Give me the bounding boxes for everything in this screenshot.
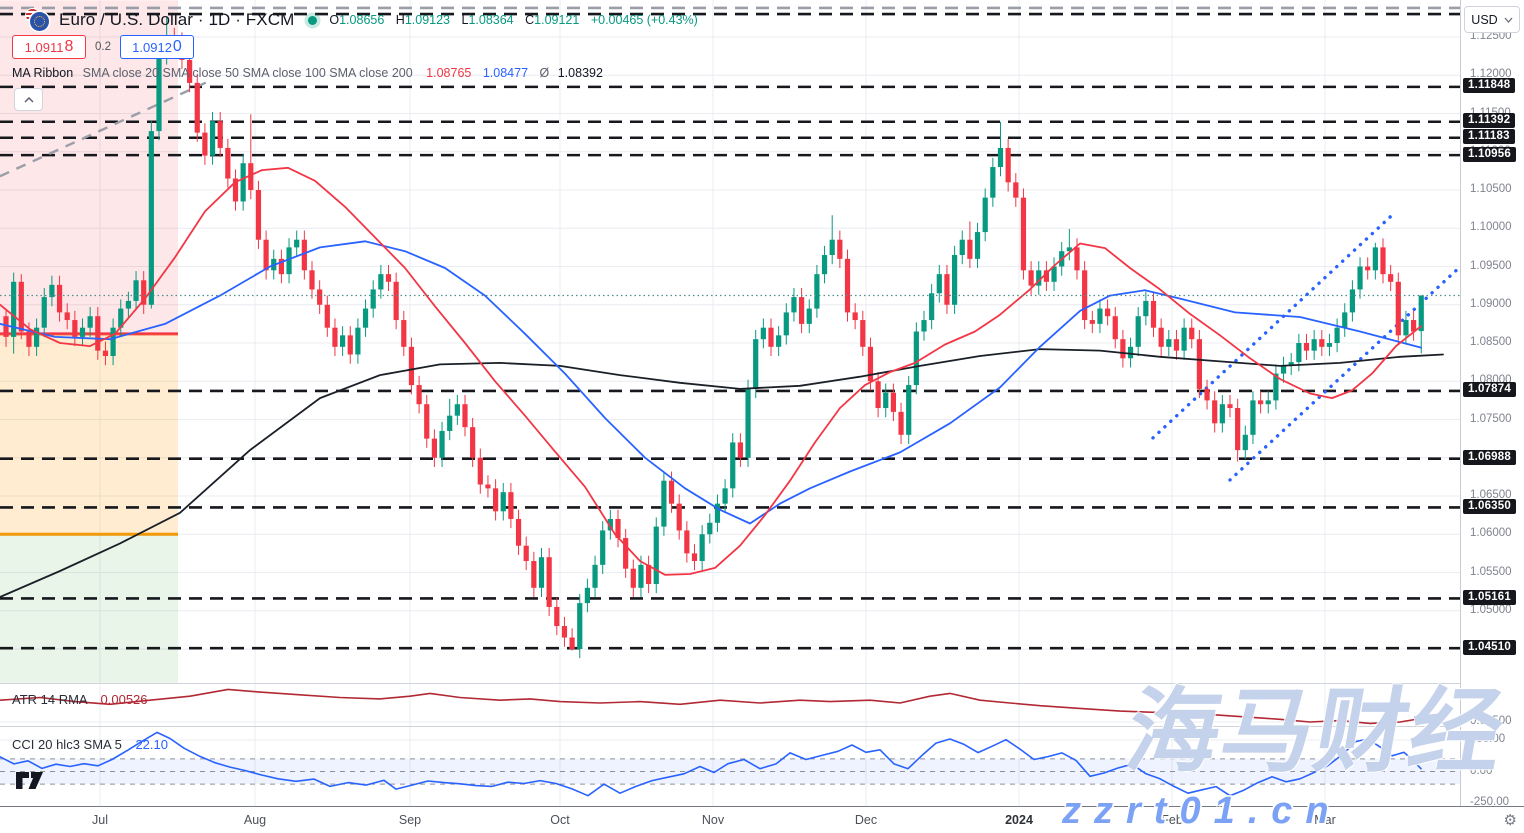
price-axis-label: 1.06500 [1470,489,1512,501]
open-value: 1.08656 [339,13,385,27]
cci-label: CCI 20 hlc3 SMA 5 [12,737,122,752]
time-axis[interactable]: ⚙ Jul Aug Sep Oct Nov Dec 2024 Feb Mar [0,806,1524,833]
time-axis-label: Aug [243,813,267,827]
price-axis-label: 1.08500 [1470,336,1512,348]
gear-icon[interactable]: ⚙ [1503,812,1517,829]
price-level-badge[interactable]: 1.06988 [1463,450,1516,466]
high-label: H [395,13,405,27]
average-symbol: Ø [539,66,550,80]
currency-label: USD [1471,12,1498,27]
collapse-legend-button[interactable] [14,88,43,111]
price-axis-label: 1.05000 [1470,603,1512,616]
close-label: C [525,13,535,27]
atr-value: 0.00526 [100,692,148,707]
price-axis-label: 1.12000 [1470,68,1512,81]
price-axis[interactable]: 1.125001.120001.115001.110001.105001.100… [1460,0,1524,808]
price-level-badge[interactable]: 1.11183 [1463,129,1515,145]
symbol-title[interactable]: Euro / U.S. Dollar · 1D · FXCM [59,10,295,29]
price-level-badge[interactable]: 1.10956 [1463,146,1516,162]
chevron-up-icon [23,96,34,103]
time-axis-label: Dec [854,813,878,827]
cci-value: 22.10 [135,737,168,752]
spread-value: 0.2 [95,41,111,53]
currency-selector[interactable]: USD [1464,6,1520,33]
ask-price: 1.0912 [132,39,172,55]
eu-flag-icon [30,12,49,31]
ohlc-values: O1.08656 H1.09123 L1.08364 C1.09121 +0.0… [329,13,697,27]
price-axis-label: 1.12500 [1470,30,1512,42]
trendline-dotted[interactable] [1151,213,1394,440]
sell-button[interactable]: 1.0911 8 [12,35,86,59]
tradingview-logo[interactable] [16,772,46,795]
ask-big-digit: 0 [172,38,182,55]
atr-legend[interactable]: ATR 14 RMA 0.00526 [12,692,148,707]
bid-big-digit: 8 [64,38,74,55]
market-status-icon[interactable] [308,15,318,25]
orange-zone[interactable] [0,333,178,535]
symbol-header: Euro / U.S. Dollar · 1D · FXCM O1.08656 … [26,8,698,32]
price-axis-label: 1.07500 [1470,412,1512,425]
cci-line[interactable] [0,731,1422,797]
price-level-badge[interactable]: 1.11392 [1463,113,1516,129]
eurusd-pair-icon [26,9,52,31]
time-axis-label: Jul [92,813,108,827]
price-level-badge[interactable]: 1.07874 [1463,382,1516,398]
time-axis-label: 2024 [1005,813,1033,827]
atr-line[interactable] [0,688,1422,725]
low-label: L [461,13,469,27]
green-zone[interactable] [0,534,178,683]
time-axis-label: Mar [1314,813,1336,827]
time-axis-label: Nov [701,813,725,827]
sma-200-line[interactable] [0,348,1444,598]
price-axis-label: 1.09000 [1470,297,1512,310]
cci-axis-label: 0.00 [1470,764,1493,777]
atr-axis-label: 0.00500 [1470,715,1512,727]
cci-axis-label: -250.00 [1470,796,1510,808]
price-level-badge[interactable]: 1.11848 [1463,78,1516,94]
sma20-value: 1.08765 [426,66,472,80]
quote-row: 1.0911 8 0.2 1.0912 0 [12,35,194,59]
cci-legend[interactable]: CCI 20 hlc3 SMA 5 22.10 [12,737,168,752]
time-axis-label: Feb [1161,813,1183,827]
change-value: +0.00465 (+0.43%) [590,13,698,27]
time-axis-label: Sep [398,813,422,827]
tradingview-logo-icon [16,772,43,789]
atr-label: ATR 14 RMA [12,692,87,707]
sma-20-line[interactable] [0,166,1422,576]
buy-button[interactable]: 1.0912 0 [120,35,194,59]
ma-ribbon-name: MA Ribbon [12,66,74,80]
ma-ribbon-params: SMA close 20 SMA close 50 SMA close 100 … [82,66,413,80]
price-level-badge[interactable]: 1.04510 [1463,639,1516,655]
trendline-dashed[interactable] [0,78,213,178]
price-axis-label: 1.10500 [1470,183,1512,195]
price-axis-label: 1.09500 [1470,259,1512,272]
sma200-value: 1.08392 [557,66,603,80]
bid-price: 1.0911 [24,39,64,55]
high-value: 1.09123 [404,13,450,27]
chevron-down-icon [1504,17,1513,23]
sma-50-line[interactable] [0,240,1422,525]
sma50-value: 1.08477 [482,66,529,80]
ma-ribbon-legend[interactable]: MA Ribbon SMA close 20 SMA close 50 SMA … [12,66,603,80]
low-value: 1.08364 [468,13,514,27]
price-axis-label: 1.10000 [1470,221,1512,234]
price-axis-label: 1.05500 [1470,565,1512,578]
time-axis-label: Oct [550,813,570,827]
cci-axis-label: 250.00 [1470,733,1506,745]
close-value: 1.09121 [534,13,580,27]
price-level-badge[interactable]: 1.06350 [1463,498,1516,514]
price-level-badge[interactable]: 1.05161 [1463,589,1516,605]
price-axis-label: 1.06000 [1470,527,1512,540]
open-label: O [329,13,340,27]
